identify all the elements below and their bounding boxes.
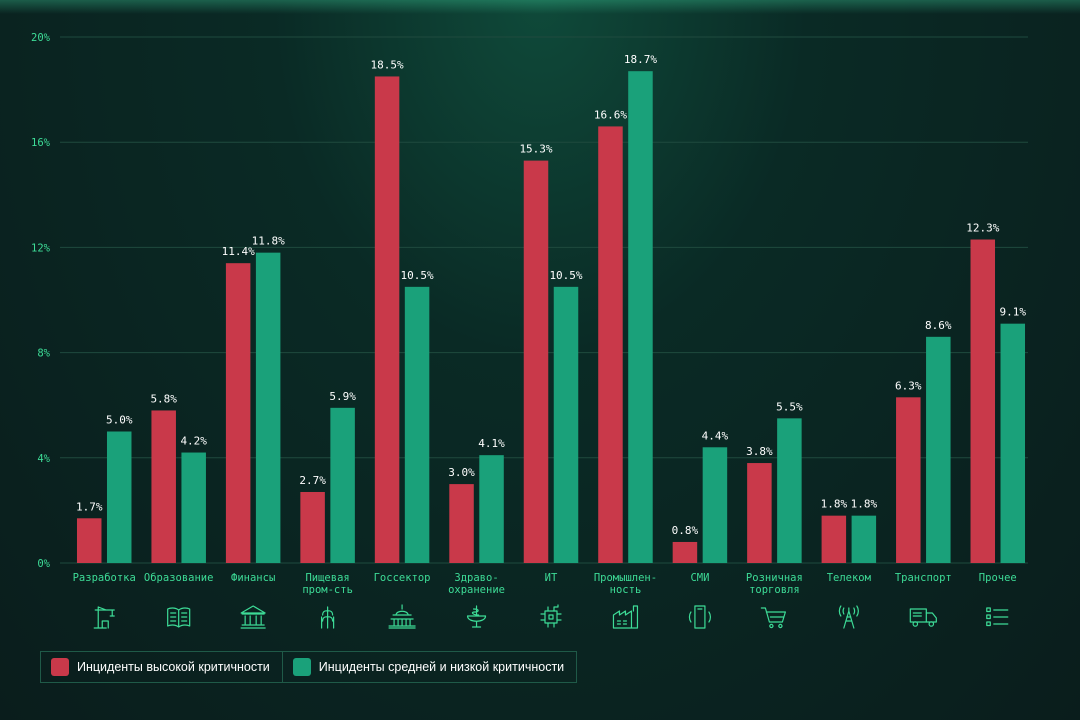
x-tick-label: торговля [749, 584, 800, 596]
bar-value-label: 9.1% [1000, 306, 1027, 319]
bar-value-label: 3.0% [448, 466, 475, 479]
y-tick-label: 16% [31, 137, 51, 149]
bar-high [449, 484, 474, 563]
bar-value-label: 5.0% [106, 414, 133, 427]
truck-icon [909, 608, 937, 627]
x-tick-label: Телеком [827, 572, 872, 584]
y-tick-label: 0% [37, 558, 50, 570]
bar-medium-low [926, 336, 951, 563]
bar-value-label: 2.7% [299, 474, 326, 487]
bar-medium-low [1000, 323, 1026, 563]
bar-medium-low [330, 407, 355, 563]
legend-swatch-medium-low [292, 658, 311, 676]
top-glow [0, 0, 1080, 14]
x-tick-label: Прочее [979, 572, 1017, 584]
bank-icon [240, 605, 266, 629]
bar-value-label: 12.3% [966, 222, 999, 235]
x-tick-label: Розничная [746, 572, 803, 584]
bar-high [225, 263, 251, 563]
legend-label-high: Инциденты высокой критичности [77, 660, 270, 674]
bar-value-label: 1.8% [851, 498, 878, 511]
y-tick-label: 4% [37, 453, 50, 465]
wheat-icon [321, 606, 335, 629]
bar-value-label: 0.8% [672, 524, 699, 537]
bar-value-label: 1.7% [76, 500, 103, 513]
bar-high [76, 518, 102, 563]
x-tick-label: Пищевая [305, 572, 349, 584]
bar-medium-low [106, 431, 132, 563]
chip-icon [540, 604, 562, 628]
legend: Инциденты высокой критичности Инциденты … [40, 651, 578, 683]
bar-value-label: 18.7% [624, 53, 657, 66]
x-tick-label: Финансы [231, 572, 275, 584]
bar-medium-low [628, 71, 653, 563]
y-tick-label: 20% [31, 32, 51, 44]
legend-item-high[interactable]: Инциденты высокой критичности [40, 651, 283, 683]
bar-value-label: 5.5% [776, 400, 803, 413]
bar-value-label: 4.2% [180, 435, 207, 448]
bar-value-label: 5.8% [150, 392, 177, 405]
bar-value-label: 18.5% [371, 58, 404, 71]
bar-medium-low [255, 252, 281, 563]
book-icon [167, 607, 191, 628]
cart-icon [760, 607, 786, 629]
bar-value-label: 16.6% [594, 108, 627, 121]
bar-medium-low [181, 452, 206, 563]
bar-value-label: 6.3% [895, 379, 922, 392]
bar-high [896, 397, 921, 563]
legend-item-medium-low[interactable]: Инциденты средней и низкой критичности [282, 651, 578, 683]
factory-icon [612, 605, 639, 629]
bar-high [672, 541, 698, 563]
bar-medium-low [851, 515, 877, 563]
x-tick-label: Разработка [73, 572, 136, 584]
crane-icon [93, 606, 115, 629]
bar-high [970, 239, 996, 563]
x-tick-label: ность [610, 584, 642, 596]
antenna-tower-icon [838, 605, 859, 629]
bar-value-label: 11.8% [252, 235, 285, 248]
y-tick-label: 8% [37, 348, 50, 360]
list-icon [986, 607, 1009, 627]
bar-value-label: 4.4% [702, 429, 729, 442]
bar-value-label: 15.3% [519, 143, 552, 156]
bar-high [747, 463, 772, 563]
bar-value-label: 11.4% [222, 245, 255, 258]
x-tick-label: пром-сть [302, 584, 353, 596]
x-tick-label: Промышлен- [594, 572, 657, 584]
bar-high [300, 491, 325, 563]
y-tick-label: 12% [31, 242, 51, 254]
bar-high [374, 76, 400, 563]
x-tick-label: СМИ [690, 572, 709, 584]
bar-high [598, 126, 623, 564]
x-tick-label: охранение [448, 584, 505, 596]
x-tick-label: Образование [144, 572, 214, 584]
medicine-bowl-icon [466, 605, 487, 628]
bar-chart: 0% 4% 8% 12% 16% 20% 1.7% 5.0% Разработка 5.8% 4.2… [31, 32, 1028, 629]
bar-value-label: 8.6% [925, 319, 952, 332]
bar-high [821, 515, 847, 563]
x-tick-label: ИТ [545, 572, 558, 584]
legend-label-medium-low: Инциденты средней и низкой критичности [318, 660, 565, 674]
bar-value-label: 3.8% [746, 445, 773, 458]
bar-medium-low [553, 286, 579, 563]
x-tick-label: Транспорт [895, 572, 952, 584]
legend-swatch-high [51, 658, 69, 676]
bar-value-label: 10.5% [549, 269, 582, 282]
bar-value-label: 5.9% [329, 390, 356, 403]
bar-medium-low [404, 286, 430, 563]
smartphone-icon [688, 605, 712, 629]
bar-medium-low [777, 418, 802, 563]
bar-value-label: 1.8% [821, 498, 848, 511]
bar-value-label: 10.5% [401, 269, 434, 282]
bar-medium-low [702, 447, 728, 563]
bar-high [151, 410, 176, 563]
bar-value-label: 4.1% [478, 437, 505, 450]
bar-medium-low [479, 455, 504, 563]
capitol-icon [388, 604, 416, 629]
bar-high [523, 160, 549, 564]
x-tick-label: Госсектор [374, 572, 431, 584]
x-tick-label: Здраво- [454, 572, 498, 584]
